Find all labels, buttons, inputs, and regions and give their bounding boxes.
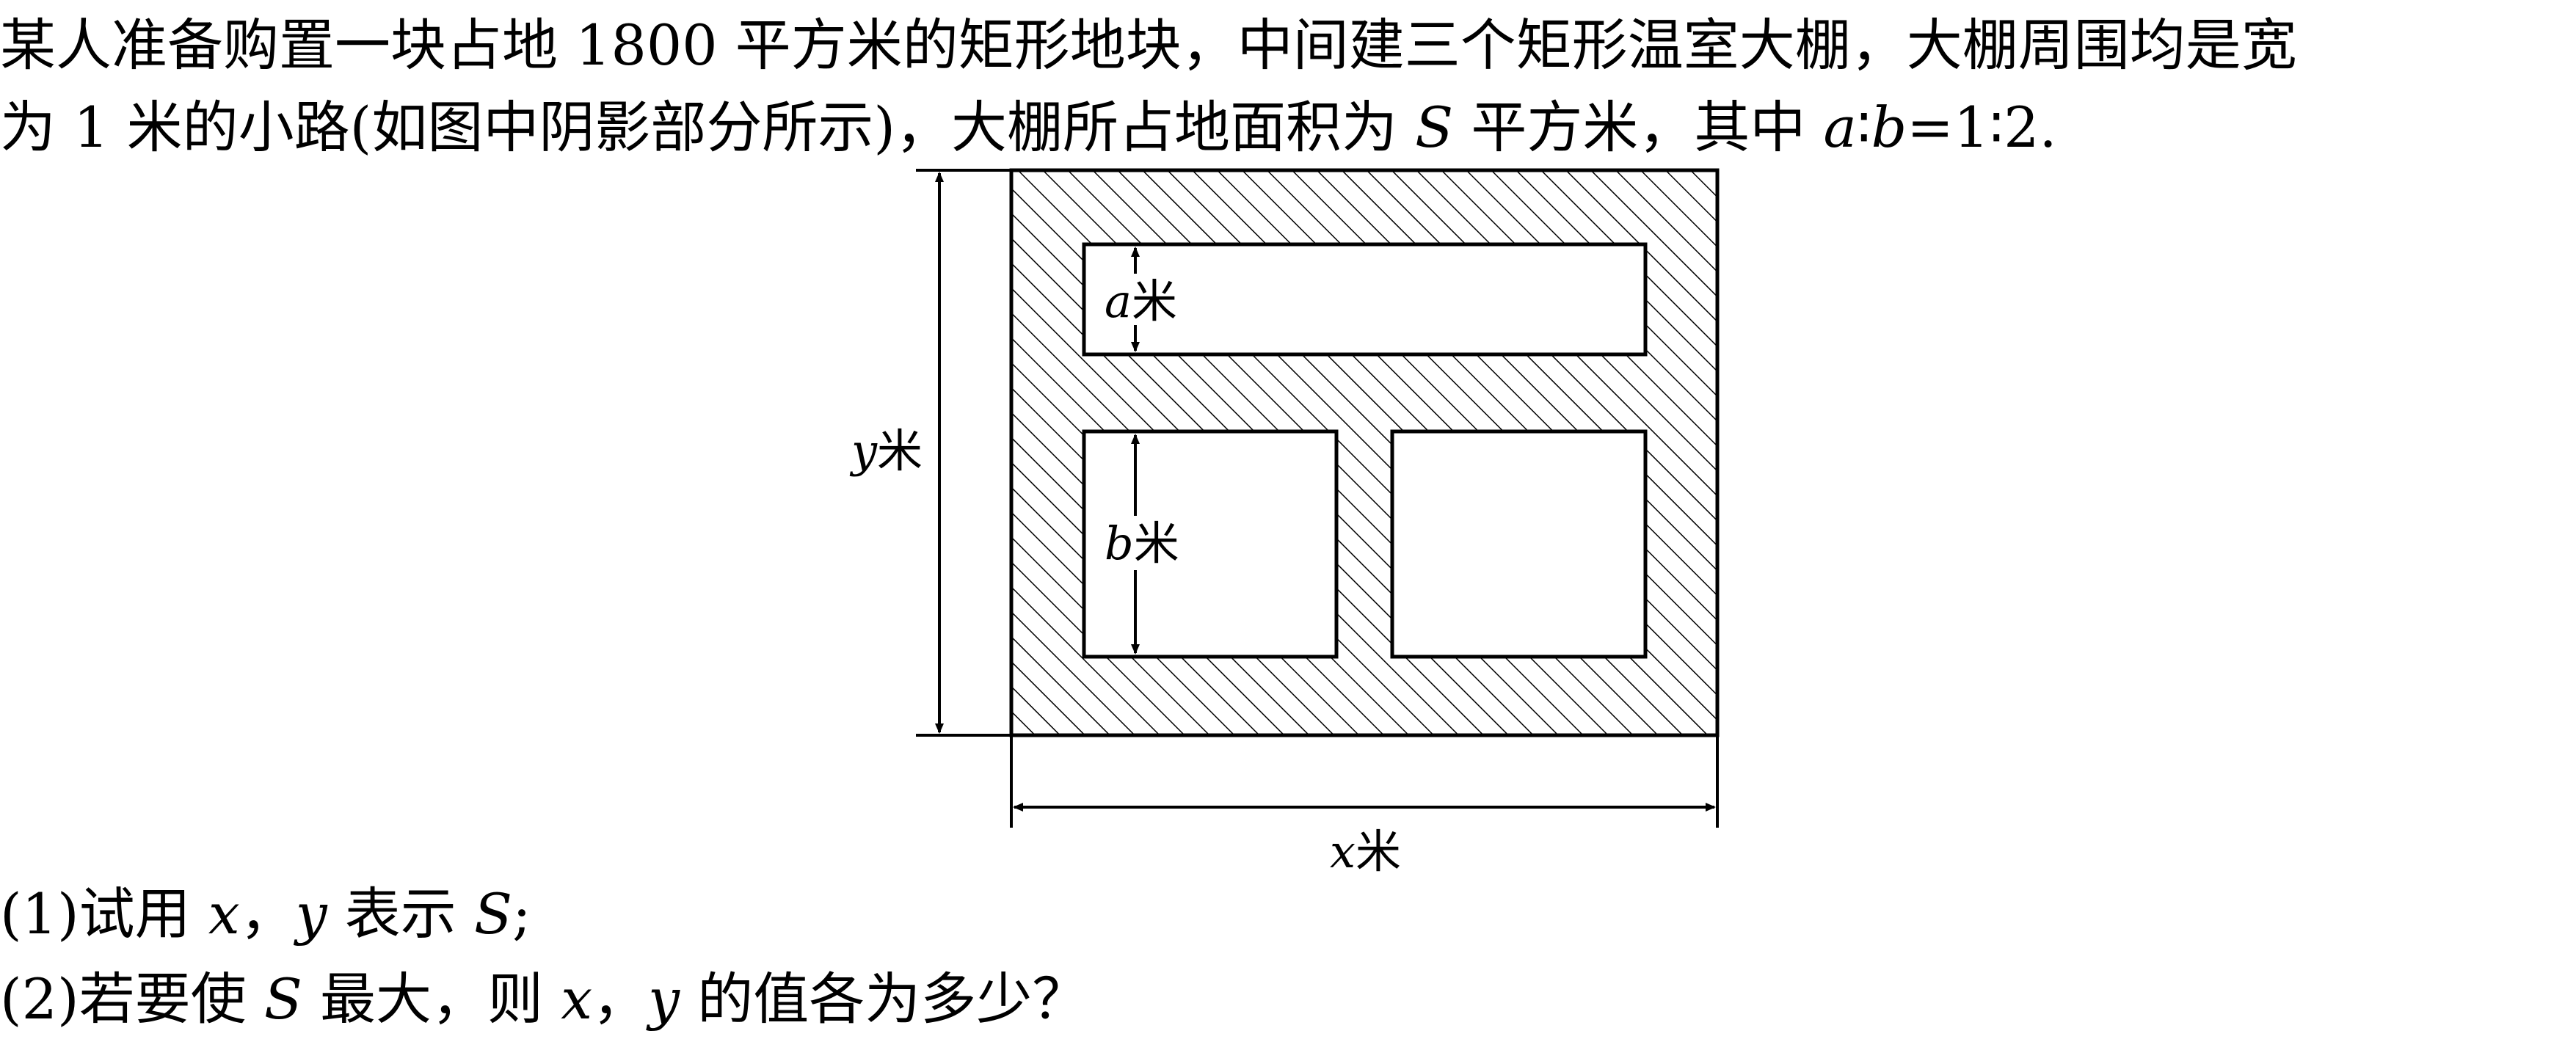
problem-text-2a: 为 1 米的小路(如图中阴影部分所示)，大棚所占地面积为	[0, 95, 1416, 160]
var-b: b	[1871, 95, 1907, 160]
q2-var-y: y	[648, 966, 680, 1032]
ratio-colon: ∶	[1856, 95, 1871, 160]
x-dimension-label: x米	[1330, 825, 1401, 878]
q1-var-y: y	[295, 881, 327, 947]
q2-text-b: 最大，则	[302, 966, 561, 1032]
ratio-value: =1∶2.	[1907, 95, 2057, 160]
problem-line-1: 某人准备购置一块占地 1800 平方米的矩形地块，中间建三个矩形温室大棚，大棚周…	[0, 12, 2297, 79]
q2-var-x: x	[561, 966, 593, 1032]
problem-text-2b: 平方米，其中	[1453, 95, 1824, 160]
b-dimension-label: b米	[1105, 517, 1179, 570]
q1-comma: ，	[239, 881, 296, 947]
q1-text-a: (1)试用	[0, 881, 208, 947]
y-dimension-label: y米	[849, 424, 923, 478]
q1-text-b: 表示	[327, 881, 474, 947]
q2-text-a: (2)若要使	[0, 966, 264, 1032]
q2-end: 的值各为多少？	[680, 966, 1088, 1032]
a-dimension-label: a米	[1105, 274, 1177, 328]
q1-var-S: S	[473, 881, 513, 947]
question-2: (2)若要使 S 最大，则 x，y 的值各为多少？	[0, 966, 1088, 1033]
q1-end: ;	[512, 881, 531, 947]
q2-var-S: S	[263, 966, 302, 1032]
question-1: (1)试用 x，y 表示 S;	[0, 881, 531, 948]
var-S: S	[1415, 95, 1454, 160]
q2-comma: ，	[592, 966, 649, 1032]
problem-line-2: 为 1 米的小路(如图中阴影部分所示)，大棚所占地面积为 S 平方米，其中 a∶…	[0, 94, 2057, 161]
var-a: a	[1823, 95, 1857, 160]
problem-text-1: 某人准备购置一块占地 1800 平方米的矩形地块，中间建三个矩形温室大棚，大棚周…	[0, 12, 2297, 78]
q1-var-x: x	[208, 881, 240, 947]
greenhouse-bottom-right	[1390, 429, 1648, 659]
